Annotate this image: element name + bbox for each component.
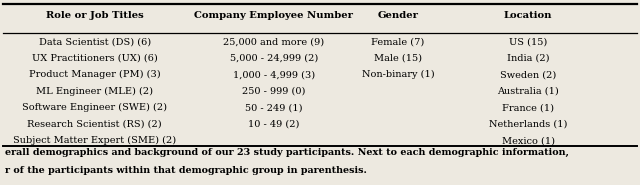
Text: Netherlands (1): Netherlands (1) [489,120,567,129]
Text: 10 - 49 (2): 10 - 49 (2) [248,120,300,129]
Text: r of the participants within that demographic group in parenthesis.: r of the participants within that demogr… [5,166,367,175]
Text: 250 - 999 (0): 250 - 999 (0) [242,87,306,96]
Text: US (15): US (15) [509,37,547,46]
Text: Subject Matter Expert (SME) (2): Subject Matter Expert (SME) (2) [13,136,176,145]
Text: Mexico (1): Mexico (1) [502,136,554,145]
Text: Product Manager (PM) (3): Product Manager (PM) (3) [29,70,161,79]
Text: Sweden (2): Sweden (2) [500,70,556,79]
Text: Research Scientist (RS) (2): Research Scientist (RS) (2) [28,120,162,129]
Text: UX Practitioners (UX) (6): UX Practitioners (UX) (6) [32,54,157,63]
Text: erall demographics and background of our 23 study participants. Next to each dem: erall demographics and background of our… [5,148,569,157]
Text: Non-binary (1): Non-binary (1) [362,70,435,79]
Text: Female (7): Female (7) [371,37,425,46]
Text: ML Engineer (MLE) (2): ML Engineer (MLE) (2) [36,87,153,96]
Text: Male (15): Male (15) [374,54,422,63]
Text: 25,000 and more (9): 25,000 and more (9) [223,37,324,46]
Text: Australia (1): Australia (1) [497,87,559,96]
Text: India (2): India (2) [507,54,549,63]
Text: 50 - 249 (1): 50 - 249 (1) [245,103,303,112]
Text: France (1): France (1) [502,103,554,112]
Text: Company Employee Number: Company Employee Number [195,11,353,20]
Text: Gender: Gender [378,11,419,20]
Text: Location: Location [504,11,552,20]
Text: 1,000 - 4,999 (3): 1,000 - 4,999 (3) [233,70,315,79]
Text: Data Scientist (DS) (6): Data Scientist (DS) (6) [38,37,151,46]
Text: 5,000 - 24,999 (2): 5,000 - 24,999 (2) [230,54,318,63]
Text: Software Engineer (SWE) (2): Software Engineer (SWE) (2) [22,103,167,112]
Text: Role or Job Titles: Role or Job Titles [46,11,143,20]
